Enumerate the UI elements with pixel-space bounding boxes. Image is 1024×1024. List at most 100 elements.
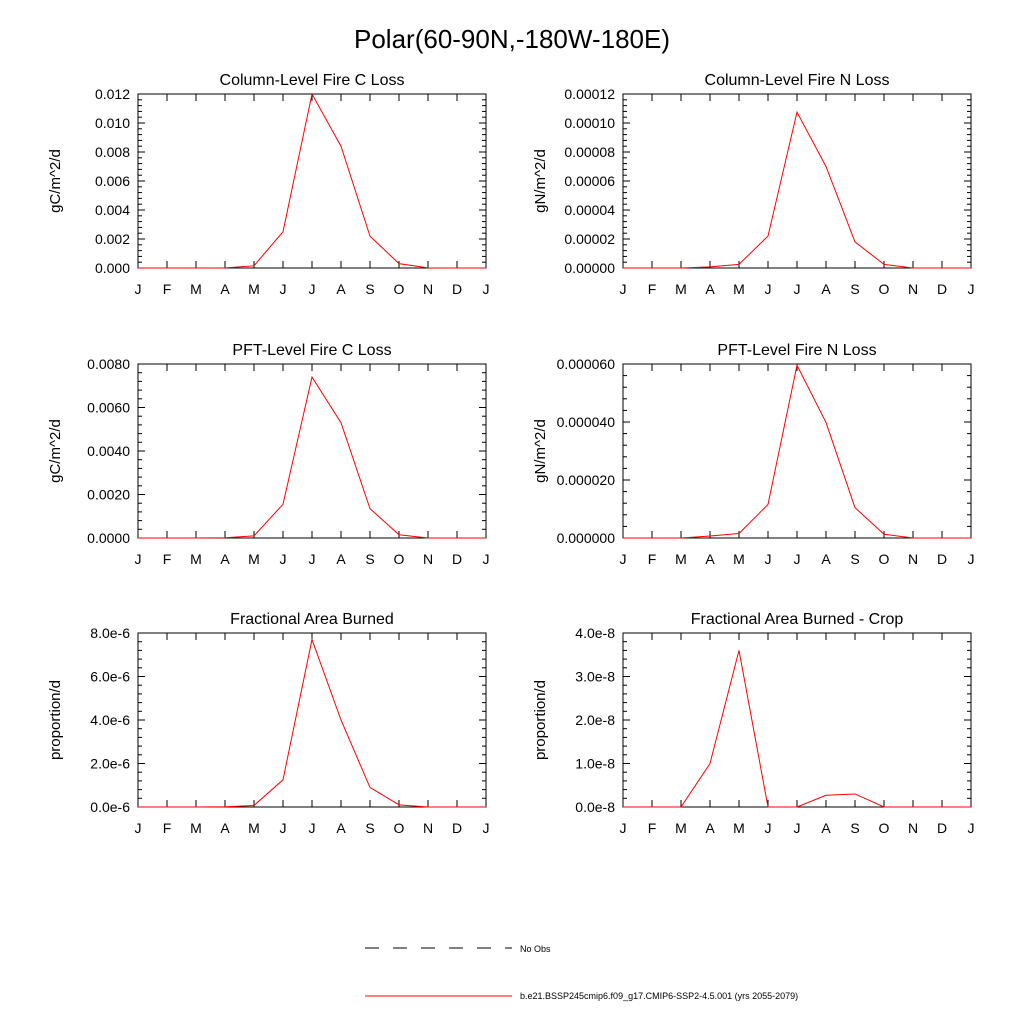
y-tick-label: 0.0080 — [87, 356, 130, 372]
x-tick-label: D — [452, 551, 462, 567]
x-tick-label: F — [648, 820, 657, 836]
x-tick-label: N — [423, 281, 433, 297]
y-tick-label: 1.0e-8 — [575, 756, 615, 772]
x-tick-label: N — [908, 551, 918, 567]
y-tick-label: 0.012 — [95, 86, 130, 102]
y-tick-label: 0.00006 — [564, 173, 615, 189]
x-tick-label: M — [190, 820, 202, 836]
y-tick-label: 0.004 — [95, 202, 130, 218]
x-tick-label: J — [765, 281, 772, 297]
x-tick-label: A — [821, 820, 831, 836]
x-tick-label: A — [336, 820, 346, 836]
x-tick-label: J — [483, 281, 490, 297]
y-tick-label: 0.00008 — [564, 144, 615, 160]
y-tick-label: 0.008 — [95, 144, 130, 160]
y-axis-label: proportion/d — [532, 680, 549, 760]
x-tick-label: J — [620, 820, 627, 836]
x-tick-label: A — [821, 551, 831, 567]
series-line — [623, 363, 971, 539]
chart-panel-5: Fractional Area Burned J F M A M J J A S O N D J 0.0e-… — [47, 611, 490, 836]
plot-frame — [137, 363, 487, 539]
x-tick-label: O — [879, 551, 890, 567]
x-tick-label: S — [365, 281, 374, 297]
y-tick-label: 4.0e-8 — [575, 625, 615, 641]
x-tick-label: A — [821, 281, 831, 297]
x-tick-label: J — [620, 281, 627, 297]
x-tick-label: M — [675, 820, 687, 836]
plot-frame — [137, 632, 487, 808]
series-line — [138, 92, 486, 269]
plot-frame — [137, 93, 487, 269]
x-tick-label: J — [280, 281, 287, 297]
y-tick-label: 0.0060 — [87, 400, 130, 416]
x-tick-label: A — [705, 281, 715, 297]
y-tick-label: 0.010 — [95, 115, 130, 131]
x-tick-label: J — [309, 281, 316, 297]
x-tick-label: A — [220, 281, 230, 297]
y-tick-label: 0.000060 — [557, 356, 616, 372]
y-tick-label: 0.00010 — [564, 115, 615, 131]
x-tick-label: O — [394, 281, 405, 297]
x-tick-label: D — [937, 820, 947, 836]
y-tick-label: 0.002 — [95, 231, 130, 247]
y-tick-label: 0.00012 — [564, 86, 615, 102]
x-tick-label: S — [850, 820, 859, 836]
plot-frame — [622, 632, 972, 808]
series-line — [138, 375, 486, 539]
x-tick-label: M — [675, 281, 687, 297]
x-tick-label: D — [937, 551, 947, 567]
panel-title: Column-Level Fire N Loss — [705, 72, 890, 89]
x-tick-label: J — [968, 551, 975, 567]
x-tick-label: D — [937, 281, 947, 297]
x-tick-label: N — [908, 281, 918, 297]
legend: No Obs b.e21.BSSP245cmip6.f09_g17.CMIP6-… — [365, 944, 798, 1001]
series-line — [623, 110, 971, 269]
y-axis-label: gN/m^2/d — [532, 419, 549, 483]
x-tick-label: J — [794, 281, 801, 297]
x-tick-label: F — [648, 551, 657, 567]
x-tick-label: M — [248, 820, 260, 836]
chart-panel-2: Column-Level Fire N Loss J F M A M J J A S O N D J 0.0… — [532, 72, 975, 297]
y-tick-label: 2.0e-6 — [90, 756, 130, 772]
y-axis-label: gN/m^2/d — [532, 149, 549, 213]
x-tick-label: J — [620, 551, 627, 567]
legend-no-obs-label: No Obs — [520, 944, 551, 954]
y-tick-label: 0.0e-8 — [575, 799, 615, 815]
legend-model-label: b.e21.BSSP245cmip6.f09_g17.CMIP6-SSP2-4.… — [520, 991, 798, 1001]
y-tick-label: 0.0040 — [87, 443, 130, 459]
x-tick-label: M — [733, 551, 745, 567]
x-tick-label: M — [248, 551, 260, 567]
x-tick-label: M — [675, 551, 687, 567]
x-tick-label: S — [365, 551, 374, 567]
x-tick-label: O — [394, 551, 405, 567]
y-tick-label: 0.00004 — [564, 202, 615, 218]
series-line — [623, 650, 971, 808]
x-tick-label: N — [423, 820, 433, 836]
y-axis-label: gC/m^2/d — [47, 149, 64, 213]
x-tick-label: O — [879, 820, 890, 836]
y-tick-label: 0.0000 — [87, 530, 130, 546]
x-tick-label: A — [705, 820, 715, 836]
y-tick-label: 0.0020 — [87, 487, 130, 503]
x-tick-label: J — [135, 820, 142, 836]
x-tick-label: D — [452, 820, 462, 836]
x-tick-label: S — [850, 281, 859, 297]
panel-title: Fractional Area Burned — [230, 611, 394, 628]
x-tick-label: J — [309, 551, 316, 567]
chart-panel-6: Fractional Area Burned - Crop J F M A M J J A S O N… — [532, 611, 975, 836]
chart-panel-1: Column-Level Fire C Loss J F M A M J J A S O N D J 0.0… — [47, 72, 490, 297]
x-tick-label: F — [163, 820, 172, 836]
y-tick-label: 0.0e-6 — [90, 799, 130, 815]
x-tick-label: O — [879, 281, 890, 297]
x-tick-label: J — [280, 820, 287, 836]
x-tick-label: S — [365, 820, 374, 836]
x-tick-label: M — [733, 820, 745, 836]
x-tick-label: A — [220, 820, 230, 836]
y-tick-label: 0.006 — [95, 173, 130, 189]
y-tick-label: 0.00002 — [564, 231, 615, 247]
x-tick-label: A — [220, 551, 230, 567]
y-axis-label: gC/m^2/d — [47, 419, 64, 483]
x-tick-label: J — [765, 551, 772, 567]
panel-title: PFT-Level Fire N Loss — [717, 342, 876, 359]
